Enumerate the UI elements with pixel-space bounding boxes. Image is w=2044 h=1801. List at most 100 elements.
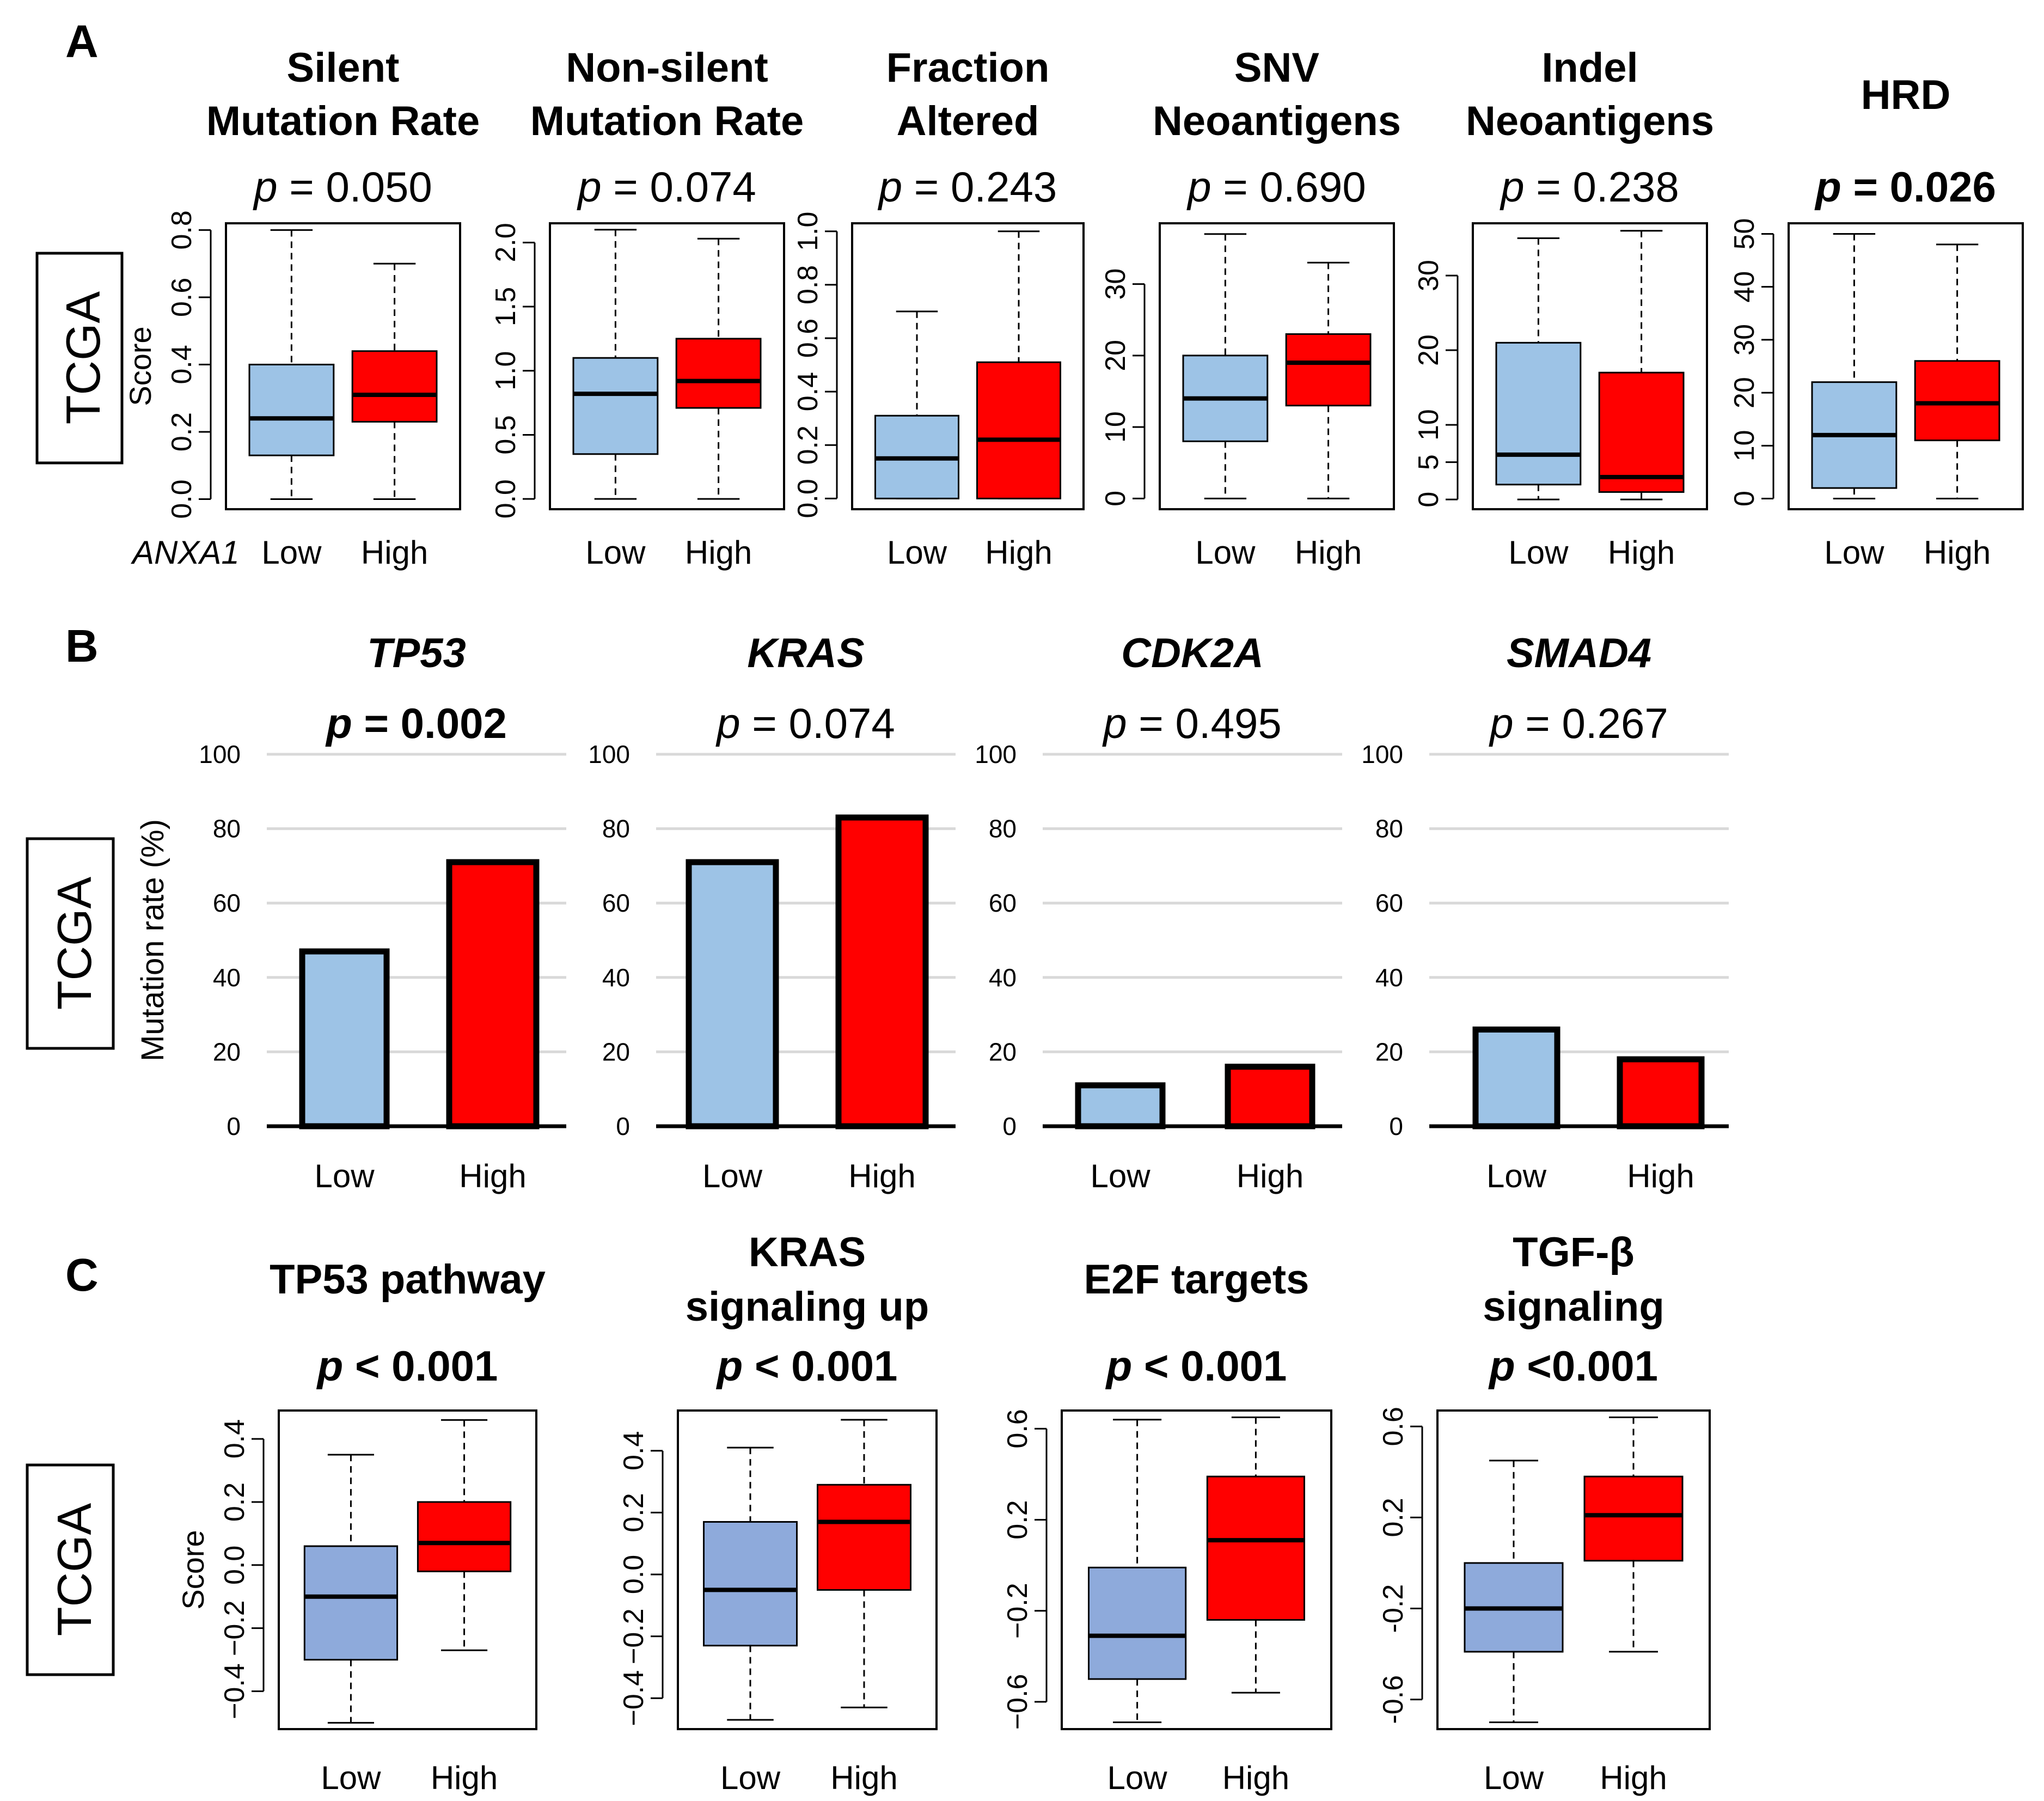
y-tick-label: 0 [1002, 1112, 1017, 1140]
y-tick-label: 0.0 [792, 479, 824, 518]
box-high [1285, 333, 1372, 407]
charts-layer: Silent Mutation Rate p = 0.050 0.0 0.2 0.4 0.6… [123, 45, 2024, 1796]
cohort-label-b-text: TCGA [47, 876, 101, 1010]
p-symbol: p [1105, 1342, 1133, 1390]
plot-frame [225, 222, 461, 510]
chart-title: KRAS [749, 1229, 866, 1275]
x-tick-label: High [1600, 1760, 1667, 1796]
p-symbol: p [716, 1342, 743, 1390]
box-high [351, 350, 438, 423]
chart-title: SMAD4 [1507, 630, 1651, 676]
bar-low [299, 948, 390, 1130]
y-tick-label: 80 [213, 815, 241, 843]
p-value-label: p = 0.074 [577, 163, 756, 211]
y-tick-label: 60 [989, 889, 1017, 917]
y-tick-label: 0.4 [166, 345, 198, 384]
p-value-text: = 0.238 [1525, 163, 1679, 211]
y-tick-label: 100 [1361, 740, 1403, 768]
y-tick-label: 0.6 [1378, 1407, 1409, 1446]
y-tick-label: 80 [602, 815, 630, 843]
y-tick-label: 30 [1729, 324, 1760, 356]
boxplot-chart-10: TP53 pathway p < 0.001 −0.4 −0.2 0.0 0.2 0.4 Sc… [176, 1256, 546, 1796]
box-high [976, 361, 1061, 499]
boxplot-chart-12: E2F targets p < 0.001 −0.6 −0.2 0.2 0.6 Low Hig… [1002, 1256, 1332, 1796]
cohort-label-b: TCGA [26, 837, 115, 1050]
p-value-text: < 0.001 [343, 1342, 498, 1390]
p-symbol: p [1488, 1342, 1515, 1390]
y-tick-label: 40 [1729, 271, 1760, 303]
x-tick-label: High [985, 534, 1052, 571]
x-tick-label: High [1222, 1760, 1289, 1796]
x-tick-label: Low [1484, 1760, 1544, 1796]
box-high [675, 338, 762, 409]
chart-title: TGF-β [1513, 1229, 1635, 1275]
box-low [248, 363, 335, 456]
p-symbol: p [878, 163, 902, 211]
p-symbol: p [1814, 163, 1841, 211]
y-tick-label: 60 [1375, 889, 1403, 917]
y-tick-label: 40 [989, 963, 1017, 992]
x-tick-label: Low [585, 534, 646, 571]
x-tick-label: High [1237, 1158, 1303, 1194]
panel-letter-b: B [65, 620, 99, 671]
y-tick-label: 60 [213, 889, 241, 917]
y-tick-label: 20 [1729, 377, 1760, 408]
chart-title: HRD [1861, 72, 1951, 118]
box-low [1495, 341, 1582, 486]
y-tick-label: 5 [1413, 454, 1445, 470]
boxplot-chart-1: Non-silent Mutation Rate p = 0.074 0.0 0.5 1.… [490, 45, 804, 571]
box-high [417, 1501, 512, 1572]
chart-title: Neoantigens [1153, 98, 1401, 144]
cohort-label-c-text: TCGA [47, 1503, 101, 1636]
chart-title: Fraction [886, 45, 1050, 91]
y-tick-label: 0.8 [792, 265, 824, 304]
x-tick-label: Low [1824, 534, 1884, 571]
boxplot-chart-2: Fraction Altered p = 0.243 0.0 0.2 0.4 0.6 0.8 1… [792, 45, 1085, 571]
p-value-label: p = 0.267 [1489, 699, 1668, 747]
p-value-label: p = 0.690 [1186, 163, 1366, 211]
p-value-label: p = 0.002 [325, 699, 507, 747]
y-tick-label: 1.5 [490, 287, 522, 326]
y-tick-label: 100 [975, 740, 1017, 768]
p-value-label: p < 0.001 [1105, 1342, 1287, 1390]
x-tick-label: Low [887, 534, 947, 571]
y-tick-label: 0.5 [490, 415, 522, 454]
chart-title: TP53 [367, 630, 466, 676]
y-tick-label: 10 [1729, 430, 1760, 461]
plot-frame [1061, 1409, 1332, 1730]
bar-low [1075, 1082, 1166, 1130]
y-tick-label: 30 [1100, 268, 1131, 300]
p-value-text: = 0.050 [278, 163, 432, 211]
y-tick-label: 40 [213, 963, 241, 992]
y-tick-label: 0 [1729, 491, 1760, 506]
p-value-label: p < 0.001 [716, 1342, 898, 1390]
bar-high [1225, 1064, 1315, 1130]
y-tick-label: 0.2 [1002, 1500, 1033, 1539]
p-symbol: p [715, 699, 740, 747]
plot-frame [677, 1409, 938, 1730]
boxplot-chart-11: KRAS signaling up p < 0.001 −0.4 −0.2 0.0 0.2 0… [618, 1229, 938, 1796]
y-tick-label: 0 [1413, 492, 1445, 508]
box-high [1583, 1475, 1684, 1562]
y-tick-label: 40 [1375, 963, 1403, 992]
box-high [1206, 1475, 1306, 1621]
y-tick-label: 10 [1413, 409, 1445, 441]
y-tick-label: 0.6 [792, 319, 824, 358]
x-tick-label: High [1295, 534, 1362, 571]
bar-low [686, 859, 779, 1130]
x-tick-label: High [685, 534, 752, 571]
y-tick-label: 10 [1100, 411, 1131, 443]
p-value-label: p <0.001 [1488, 1342, 1658, 1390]
p-value-text: = 0.074 [602, 163, 756, 211]
p-value-label: p = 0.074 [715, 699, 895, 747]
chart-title: KRAS [747, 630, 864, 676]
plot-frame [278, 1409, 537, 1730]
y-tick-label: 0.0 [618, 1555, 650, 1594]
y-tick-label: 0 [616, 1112, 630, 1140]
box-high [1598, 371, 1685, 493]
x-tick-label: Low [720, 1760, 781, 1796]
y-tick-label: -0.2 [1378, 1584, 1409, 1633]
y-tick-label: 20 [989, 1037, 1017, 1066]
cohort-label-c: TCGA [26, 1463, 115, 1676]
y-axis-label: Score [123, 326, 157, 406]
